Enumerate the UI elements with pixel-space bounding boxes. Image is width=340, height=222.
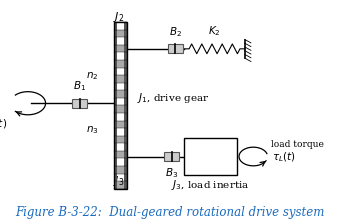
Bar: [114, 121, 127, 128]
Text: $K_2$: $K_2$: [208, 24, 221, 38]
Bar: [114, 181, 127, 189]
Text: $\tau_L(t)$: $\tau_L(t)$: [272, 151, 296, 165]
Bar: [114, 143, 127, 151]
Bar: [114, 98, 127, 105]
Text: $B_3$: $B_3$: [165, 166, 178, 180]
Bar: [114, 151, 127, 159]
Text: load torque: load torque: [271, 140, 324, 149]
Bar: [114, 166, 127, 174]
Text: $\Omega(t)$: $\Omega(t)$: [0, 117, 7, 130]
Bar: [164, 152, 179, 161]
Bar: [114, 22, 127, 189]
Text: Figure B-3-22:  Dual-geared rotational drive system: Figure B-3-22: Dual-geared rotational dr…: [15, 206, 325, 219]
Bar: [114, 45, 127, 52]
Text: $J_2$: $J_2$: [113, 10, 125, 24]
Bar: [114, 75, 127, 83]
Bar: [114, 90, 127, 98]
Bar: [114, 37, 127, 45]
Text: $B_2$: $B_2$: [169, 25, 182, 39]
Bar: [114, 60, 127, 68]
Bar: [114, 113, 127, 121]
Bar: [124, 22, 127, 189]
Bar: [168, 44, 183, 53]
Bar: [114, 68, 127, 75]
Text: $J_3$, load inertia: $J_3$, load inertia: [171, 178, 250, 192]
Text: $J_1$, drive gear: $J_1$, drive gear: [137, 91, 210, 105]
Bar: [114, 22, 127, 30]
Bar: [114, 174, 127, 181]
Text: $B_1$: $B_1$: [73, 79, 86, 93]
Bar: [114, 30, 127, 37]
Bar: [114, 159, 127, 166]
Bar: [184, 138, 237, 175]
Text: $n_2$: $n_2$: [86, 70, 99, 82]
Bar: [72, 99, 87, 108]
Text: $J_3$: $J_3$: [113, 174, 125, 188]
Bar: [114, 83, 127, 90]
Bar: [114, 22, 117, 189]
Bar: [114, 128, 127, 136]
Text: $n_3$: $n_3$: [86, 124, 99, 136]
Bar: [114, 52, 127, 60]
Bar: [114, 105, 127, 113]
Bar: [114, 136, 127, 143]
